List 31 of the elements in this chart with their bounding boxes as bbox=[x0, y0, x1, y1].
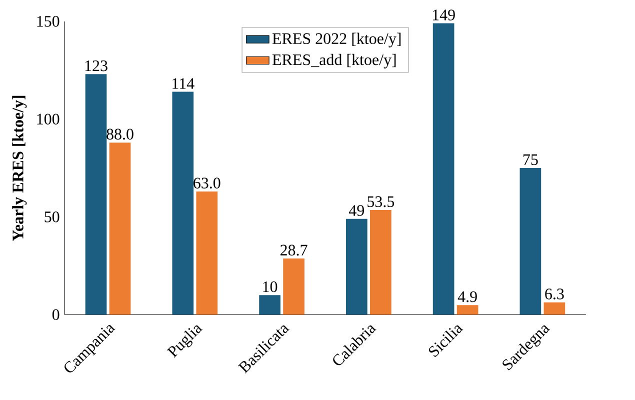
bar bbox=[172, 92, 194, 315]
data-label: 4.9 bbox=[458, 291, 477, 302]
bar bbox=[259, 295, 280, 315]
bar bbox=[370, 210, 392, 315]
legend-label: ERES 2022 [ktoe/y] bbox=[272, 32, 401, 48]
bar bbox=[85, 74, 107, 315]
bar bbox=[456, 305, 478, 315]
data-label: 123 bbox=[85, 60, 108, 72]
y-tick-label: 50 bbox=[44, 211, 60, 222]
bar bbox=[109, 142, 131, 315]
y-tick-label: 0 bbox=[52, 309, 60, 320]
data-label: 63.0 bbox=[194, 178, 220, 189]
data-label: 53.5 bbox=[368, 196, 394, 208]
bar bbox=[196, 191, 218, 315]
data-label: 49 bbox=[348, 205, 364, 216]
y-axis-title: Yearly ERES [ktoe/y] bbox=[12, 96, 27, 242]
data-label: 10 bbox=[263, 281, 278, 292]
data-label: 28.7 bbox=[280, 244, 308, 256]
bar bbox=[346, 218, 368, 315]
bar bbox=[520, 168, 542, 315]
data-label: 88.0 bbox=[106, 128, 134, 140]
data-label: 114 bbox=[172, 78, 194, 89]
legend-label: ERES_add [ktoe/y] bbox=[272, 54, 396, 68]
data-label: 149 bbox=[432, 10, 455, 20]
bar bbox=[432, 23, 454, 315]
bar bbox=[283, 258, 304, 315]
data-label: 6.3 bbox=[545, 288, 564, 300]
y-tick-label: 150 bbox=[37, 16, 60, 27]
y-tick-label: 100 bbox=[37, 114, 60, 124]
bar bbox=[544, 302, 566, 315]
data-label: 75 bbox=[523, 154, 538, 166]
